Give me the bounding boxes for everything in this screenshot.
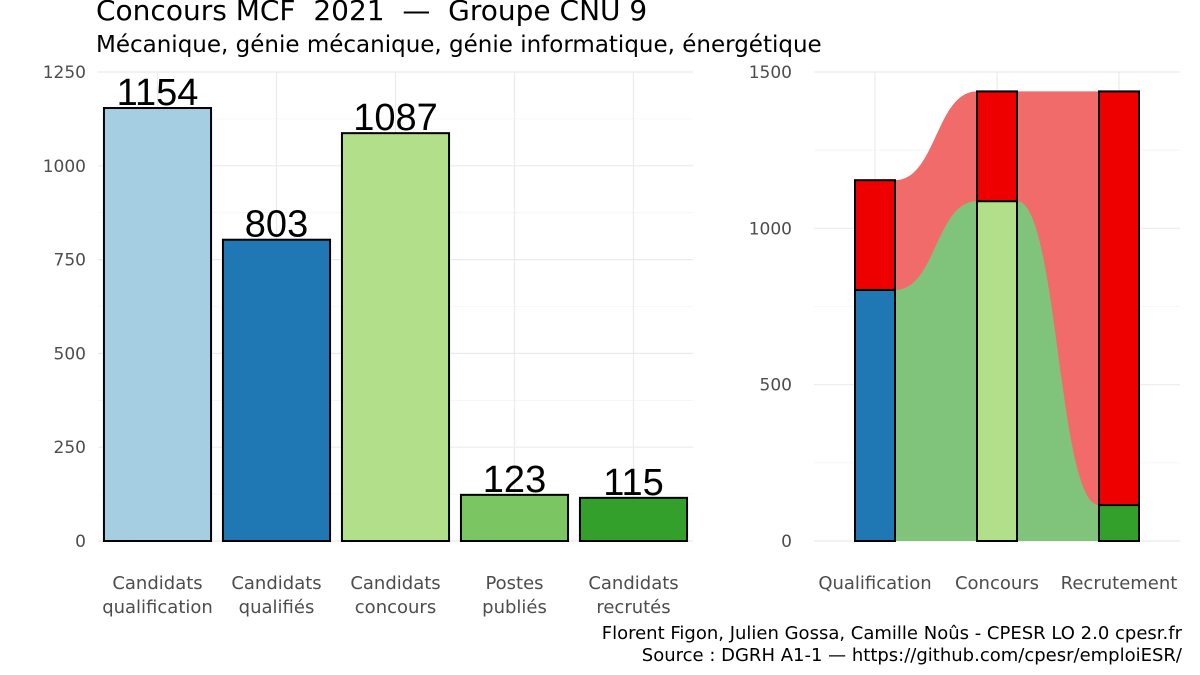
stack-segment bbox=[1098, 504, 1140, 542]
stack-segment bbox=[976, 200, 1018, 542]
x-tick-label: publiés bbox=[482, 597, 547, 618]
bar bbox=[459, 493, 570, 543]
bar-chart-counts: 0 250 500 750 1000 1250 1154 Candidats qualifica… bbox=[43, 63, 693, 618]
x-tick-label: Candidats bbox=[112, 573, 202, 594]
x-tick-label: Recrutement bbox=[1061, 573, 1178, 594]
chart-title: Concours MCF 2021 — Groupe CNU 9 bbox=[96, 0, 648, 27]
x-tick-label: qualification bbox=[102, 597, 213, 618]
bar bbox=[578, 496, 689, 542]
y-tick-label: 500 bbox=[760, 376, 792, 396]
stack-segment bbox=[854, 179, 896, 291]
x-tick-label: recrutés bbox=[596, 597, 670, 618]
stacked-flow-chart: 0 500 1000 1500 Qualification Concours Recrute… bbox=[749, 63, 1180, 594]
bar-value-label: 123 bbox=[483, 459, 546, 501]
y-tick-label: 1000 bbox=[749, 219, 792, 239]
credit-authors: Florent Figon, Julien Gossa, Camille Noû… bbox=[601, 623, 1182, 644]
y-tick-label: 500 bbox=[54, 344, 86, 364]
stack-segment bbox=[854, 288, 896, 543]
bar bbox=[221, 238, 332, 543]
bar-value-label: 803 bbox=[245, 204, 308, 246]
y-tick-label: 250 bbox=[54, 438, 86, 458]
y-tick-label: 0 bbox=[781, 532, 792, 552]
x-tick-label: Candidats bbox=[350, 573, 440, 594]
y-tick-label: 0 bbox=[75, 532, 86, 552]
x-tick-label: Concours bbox=[955, 573, 1039, 594]
stack-segment bbox=[976, 90, 1018, 203]
x-tick-label: Qualification bbox=[818, 573, 931, 594]
bar-value-label: 1154 bbox=[117, 72, 199, 114]
bar-value-label: 1087 bbox=[353, 97, 438, 139]
x-tick-label: concours bbox=[355, 597, 436, 618]
chart-subtitle: Mécanique, génie mécanique, génie inform… bbox=[96, 32, 822, 58]
y-tick-label: 1500 bbox=[749, 63, 792, 83]
x-tick-label: Postes bbox=[485, 573, 543, 594]
x-tick-label: qualifiés bbox=[239, 597, 315, 618]
x-tick-label: Candidats bbox=[231, 573, 321, 594]
y-tick-label: 1000 bbox=[43, 157, 86, 177]
y-tick-label: 750 bbox=[54, 251, 86, 271]
stack-segment bbox=[1098, 90, 1140, 507]
x-tick-label: Candidats bbox=[588, 573, 678, 594]
y-tick-label: 1250 bbox=[43, 63, 86, 83]
credit-source: Source : DGRH A1-1 — https://github.com/… bbox=[641, 645, 1182, 666]
bar-value-label: 115 bbox=[603, 462, 664, 504]
bar bbox=[340, 132, 451, 542]
bar bbox=[102, 107, 213, 543]
